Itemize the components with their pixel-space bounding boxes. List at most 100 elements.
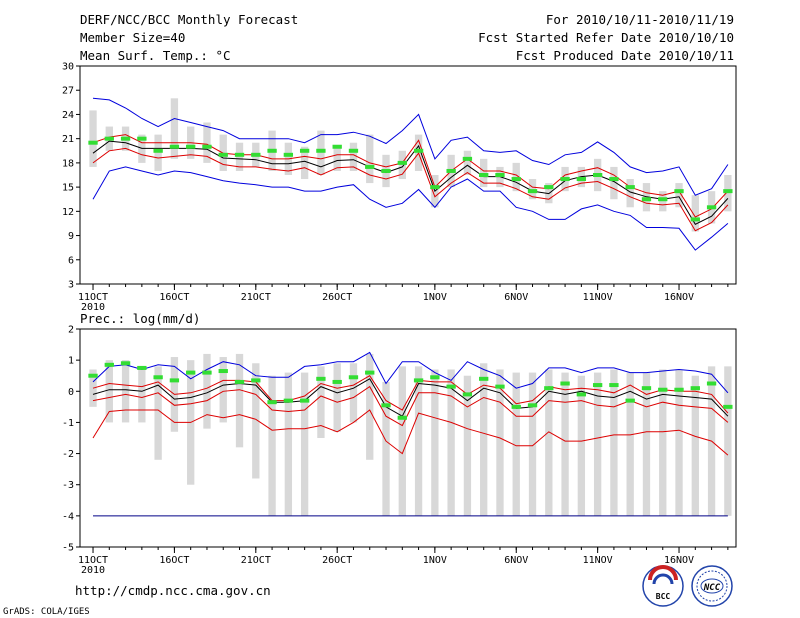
temperature-ytick-label: 24 [62,110,74,121]
precipitation-xtick-label: 16NOV [664,555,694,566]
precipitation-spread-box [317,366,325,438]
precipitation-xtick-label: 16OCT [159,555,189,566]
temperature-spread-box [89,110,97,167]
precipitation-spread-box [512,372,520,516]
header-produced-date: Fcst Produced Date 2010/10/11 [516,48,734,63]
precipitation-xtick-label: 11NOV [583,555,613,566]
temperature-ytick-label: 3 [68,280,74,291]
temperature-spread-box [480,158,488,188]
header-period: For 2010/10/11-2010/11/19 [546,12,734,27]
temperature-min-line [92,166,729,251]
precipitation-spread-box [235,353,244,448]
precipitation-spread-box [268,375,276,516]
temperature-spread-box [170,98,179,159]
precipitation-spread-box [577,375,586,516]
precipitation-spread-box [154,366,162,460]
precipitation-xtick-label: 26OCT [322,555,352,566]
precipitation-xtick-label: 21OCT [241,555,271,566]
temperature-ytick-label: 18 [62,158,74,169]
precipitation-ytick-label: -1 [62,418,74,429]
precipitation-ytick-label: 1 [68,356,74,367]
precipitation-ytick-label: -3 [62,480,74,491]
temperature-spread-box [659,191,667,212]
ncc-logo-inner-ring [696,570,728,602]
precipitation-spread-box [463,375,472,516]
temperature-ytick-label: 21 [62,134,74,145]
precipitation-ytick-label: -4 [62,511,74,522]
temperature-plot-frame [79,65,737,285]
temperature-xtick-label: 6NOV [504,292,528,303]
precipitation-xtick-label: 1NOV [423,555,447,566]
precipitation-xtick-year: 2010 [81,565,105,576]
precipitation-spread-box [398,366,406,516]
temperature-xtick-label: 21OCT [241,292,271,303]
precipitation-ytick-label: -5 [62,543,74,554]
precipitation-spread-box [545,369,553,516]
precipitation-spread-box [121,360,130,423]
precipitation-spread-box [561,372,569,516]
precipitation-spread-box [626,372,634,516]
temperature-ytick-label: 30 [62,62,74,73]
precipitation-spread-box [447,369,455,516]
temperature-upper-line [92,134,729,218]
temperature-spread-box [398,150,406,180]
precipitation-spread-box [300,372,309,516]
precipitation-spread-box [496,369,504,516]
precipitation-spread-box [431,369,439,516]
temperature-xtick-label: 16OCT [159,292,189,303]
temperature-ytick-label: 6 [68,255,74,266]
precipitation-ytick-label: 0 [68,387,74,398]
temperature-ytick-label: 27 [62,86,74,97]
precipitation-spread-box [675,369,683,516]
temperature-spread-box [333,146,341,171]
temperature-spread-box [203,122,211,163]
precipitation-spread-box [366,353,374,460]
bcc-logo-text: BCC [656,592,671,601]
precipitation-min-line [92,409,729,456]
precipitation-spread-box [724,366,732,516]
temperature-spread-box [349,142,358,171]
precipitation-xtick-label: 6NOV [504,555,528,566]
temperature-xtick-label: 26OCT [322,292,352,303]
temperature-xtick-label: 11NOV [583,292,613,303]
precipitation-spread-box [138,366,146,423]
precipitation-ytick-label: 2 [68,325,74,336]
temperature-xtick-label: 1NOV [423,292,447,303]
precipitation-ytick-label: -2 [62,449,74,460]
bcc-logo: BCC [642,565,684,607]
ncc-logo: NCC [691,565,733,607]
footer-url: http://cmdp.ncc.cma.gov.cn [75,583,271,598]
precipitation-spread-box [219,357,227,423]
precipitation-max-line [92,351,729,394]
precipitation-xtick-label: 11OCT [78,555,108,566]
temperature-xtick-year: 2010 [81,302,105,313]
temperature-spread-box [528,179,537,200]
temperature-ytick-label: 12 [62,207,74,218]
temperature-spread-box [512,162,520,192]
precipitation-lower-line [92,385,729,427]
temperature-spread-box [610,166,618,200]
temperature-xtick-label: 11OCT [78,292,108,303]
temperature-spread-box [691,195,699,232]
temperature-spread-box [300,146,309,180]
precipitation-spread-box [203,353,211,429]
precipitation-spread-box [642,372,651,516]
precipitation-mean-line [92,378,729,417]
precip-title: Prec.: log(mm/d) [80,311,200,326]
temperature-spread-box [675,183,683,208]
temperature-spread-box [724,175,732,212]
precipitation-upper-line [92,375,729,414]
temperature-spread-box [626,179,634,208]
temperature-spread-box [154,134,162,171]
temperature-spread-box [235,142,244,171]
temperature-lower-line [92,147,729,232]
precipitation-spread-box [252,363,260,479]
header-title: DERF/NCC/BCC Monthly Forecast [80,12,298,27]
precipitation-spread-box [610,369,618,516]
temperature-xtick-label: 16NOV [664,292,694,303]
precipitation-spread-box [382,381,390,516]
temperature-max-line [92,97,729,196]
temperature-ytick-label: 15 [62,183,74,194]
